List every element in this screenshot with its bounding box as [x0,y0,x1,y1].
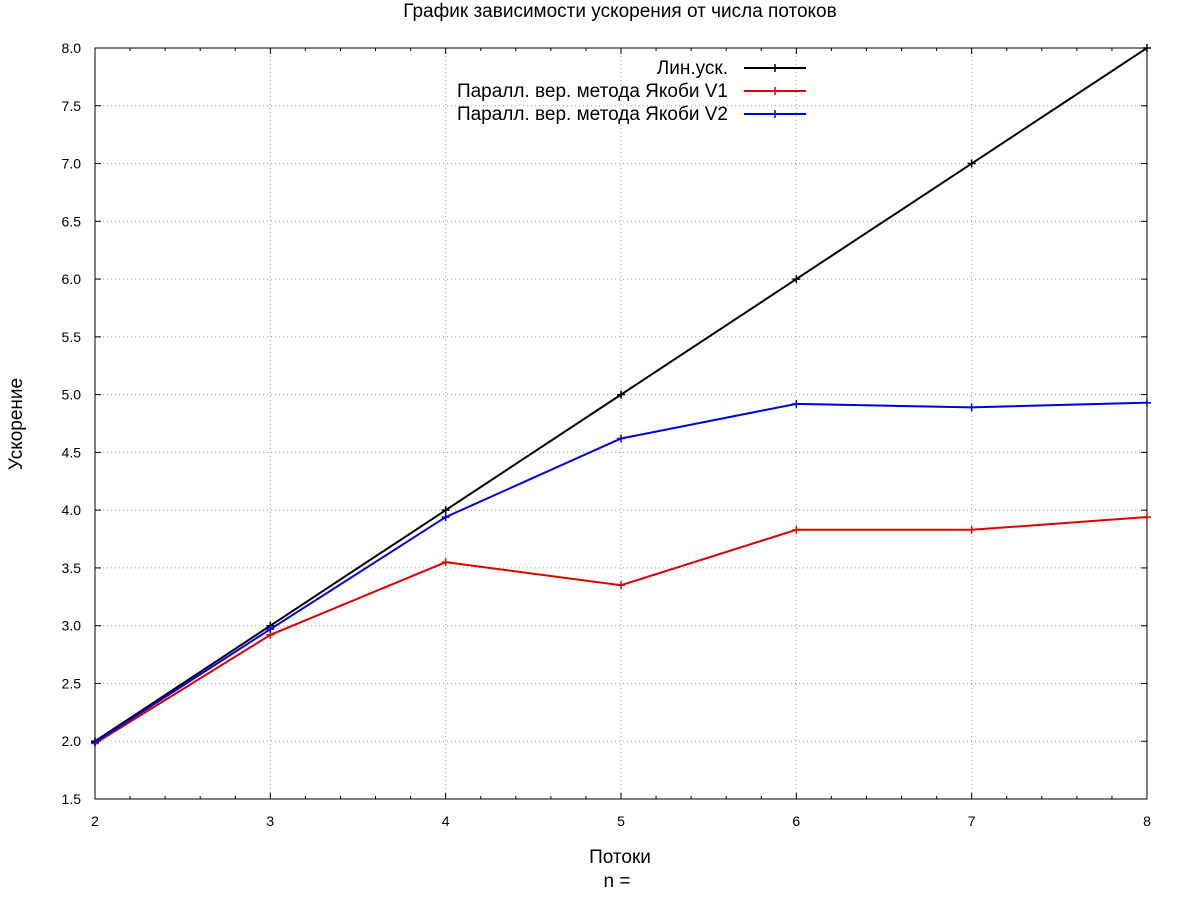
legend-marker [771,87,779,95]
legend-item: Паралл. вер. метода Якоби V2 [457,104,806,125]
x-tick-label: 2 [91,813,99,829]
legend-item: Паралл. вер. метода Якоби V1 [457,81,806,102]
x-tick-labels: 2 3 4 5 6 7 8 [91,813,1151,829]
data-point [1143,513,1151,522]
x-tick-label: 7 [968,813,976,829]
y-tick-label: 4.0 [62,502,82,518]
y-tick-labels: 1.5 2.0 2.5 3.0 3.5 4.0 4.5 5.0 5.5 6.0 6.5 7.0 7.5 8… [62,40,82,807]
data-point [792,399,801,408]
legend-label: Паралл. вер. метода Якоби V2 [457,104,728,125]
y-tick-label: 8.0 [62,40,82,56]
chart-title: График зависимости ускорения от числа по… [403,1,836,22]
legend-label: Лин.уск. [657,58,728,79]
legend-marker [771,110,779,118]
y-tick-label: 7.5 [62,98,82,114]
data-point [792,275,801,284]
x-tick-label: 6 [792,813,800,829]
legend-marker [771,64,779,72]
data-point [91,738,99,747]
legend-item: Лин.уск. [657,58,806,79]
y-tick-label: 3.5 [62,560,82,576]
data-point [967,403,976,412]
series-line [94,516,1148,745]
x-axis-sublabel: n = [604,871,631,892]
data-point [1143,398,1151,407]
y-tick-label: 7.0 [62,156,82,172]
y-tick-label: 2.5 [62,675,82,691]
data-point [967,159,976,168]
data-point [617,581,625,590]
x-tick-label: 3 [266,813,274,829]
data-point [441,558,450,567]
data-point [617,434,625,443]
series [91,44,1151,748]
data-point [441,506,450,515]
data-point [967,525,976,534]
x-tick-label: 5 [617,813,625,829]
y-tick-label: 5.0 [62,387,82,403]
y-axis-label: Ускорение [6,378,27,470]
y-tick-label: 3.0 [62,618,82,634]
data-point [441,513,450,522]
grid [95,48,1147,799]
data-point [266,625,275,634]
legend: Лин.уск.Паралл. вер. метода Якоби V1Пара… [457,58,806,125]
y-tick-label: 1.5 [62,791,82,807]
x-tick-label: 4 [442,813,450,829]
y-tick-label: 6.0 [62,271,82,287]
data-point [792,525,801,534]
data-point [1143,44,1151,52]
series-3 [91,398,1151,747]
y-tick-label: 4.5 [62,444,82,460]
x-tick-label: 8 [1143,813,1151,829]
legend-label: Паралл. вер. метода Якоби V1 [457,81,728,102]
y-tick-label: 5.5 [62,329,82,345]
y-tick-label: 2.0 [62,733,82,749]
x-axis-label: Потоки [589,847,651,868]
data-point [617,390,625,399]
y-tick-label: 6.5 [62,213,82,229]
